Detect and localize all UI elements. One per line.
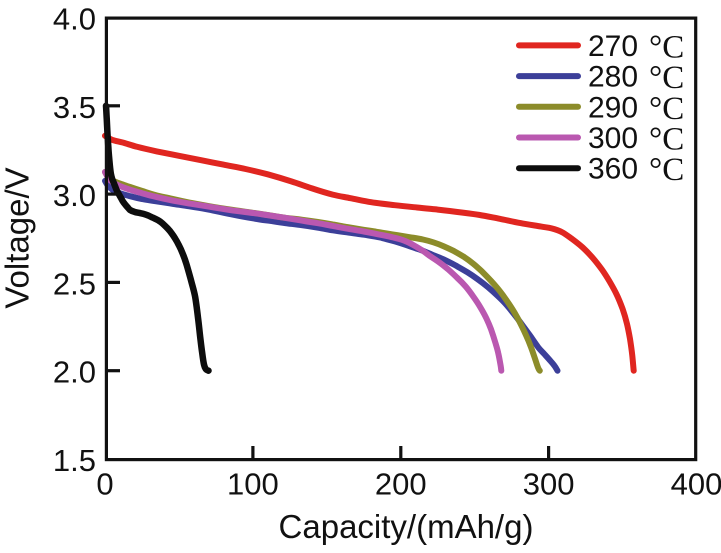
svg-text:360: 360 bbox=[588, 153, 638, 186]
svg-text:4.0: 4.0 bbox=[53, 2, 96, 37]
svg-text:Voltage/V: Voltage/V bbox=[0, 167, 36, 308]
svg-text:280: 280 bbox=[588, 61, 638, 94]
svg-text:3.5: 3.5 bbox=[53, 90, 96, 125]
svg-text:°C: °C bbox=[649, 29, 684, 65]
svg-text:°C: °C bbox=[649, 122, 684, 158]
svg-text:1.5: 1.5 bbox=[53, 443, 96, 478]
svg-text:Capacity/(mAh/g): Capacity/(mAh/g) bbox=[279, 508, 534, 545]
svg-text:0: 0 bbox=[96, 467, 113, 502]
svg-text:°C: °C bbox=[649, 91, 684, 127]
svg-text:270: 270 bbox=[588, 30, 638, 63]
svg-text:300: 300 bbox=[588, 122, 638, 155]
svg-text:2.0: 2.0 bbox=[53, 355, 96, 390]
svg-text:100: 100 bbox=[227, 467, 279, 502]
svg-text:°C: °C bbox=[649, 152, 684, 188]
svg-text:3.0: 3.0 bbox=[53, 178, 96, 213]
svg-text:200: 200 bbox=[375, 467, 427, 502]
svg-text:290: 290 bbox=[588, 91, 638, 124]
svg-text:300: 300 bbox=[523, 467, 575, 502]
svg-text:2.5: 2.5 bbox=[53, 266, 96, 301]
svg-text:°C: °C bbox=[649, 60, 684, 96]
svg-text:400: 400 bbox=[671, 467, 721, 502]
